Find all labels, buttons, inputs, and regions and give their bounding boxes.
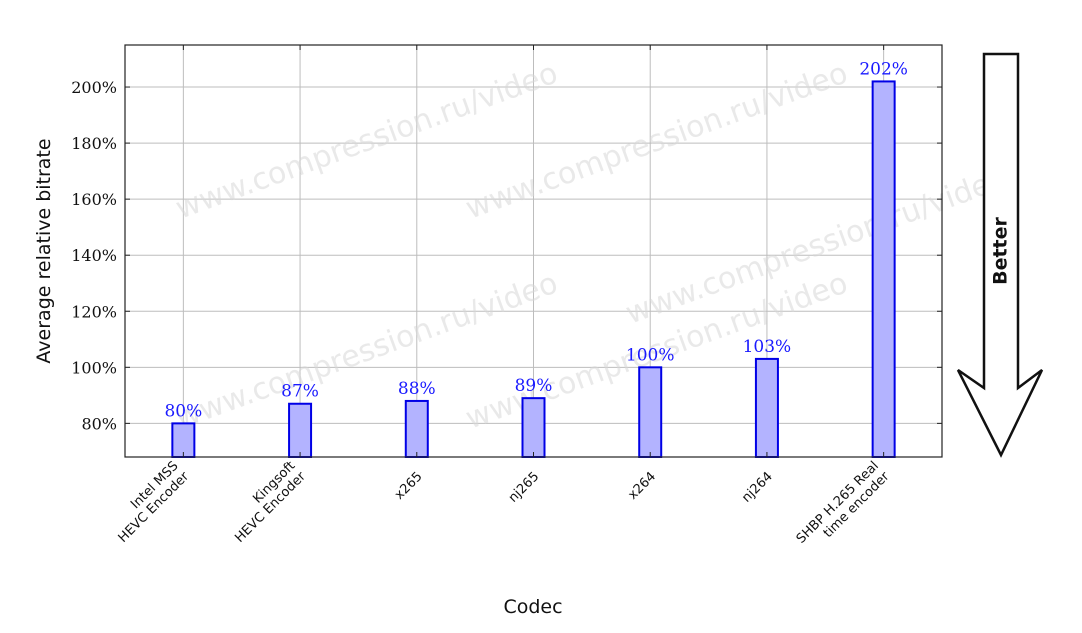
y-tick-label: 200% [71,78,117,97]
x-tick-label: nj265 [506,469,543,506]
bar [171,422,196,458]
x-axis-label: Codec [503,596,562,618]
y-axis-label: Average relative bitrate [33,138,55,363]
down-arrow-icon [956,52,1044,458]
y-tick-label: 100% [71,358,117,377]
better-arrow: Better [956,52,1044,458]
x-tick-label-line: x264 [625,469,659,503]
x-tick-label: Intel MSSHEVC Encoder [105,458,193,546]
y-tick-label: 120% [71,302,117,321]
bar [288,402,313,458]
bar-value-label: 87% [281,382,319,402]
x-tick-label: x264 [625,469,659,503]
x-tick-label: x265 [392,469,426,503]
x-tick-label-line: nj265 [506,469,543,506]
bar-value-label: 89% [515,376,553,396]
bar [521,397,546,458]
bar-value-label: 202% [859,59,908,79]
bar-value-label: 100% [626,345,675,365]
y-tick-label: 80% [81,414,117,433]
bar-value-label: 88% [398,379,436,399]
y-tick-label: 160% [71,190,117,209]
x-tick-label: nj264 [739,469,776,506]
bar-value-label: 103% [743,337,792,357]
bar [404,399,429,459]
y-tick-label: 140% [71,246,117,265]
y-axis-ticks: 80% 100% 120% 140% 160% 180% 200% [71,78,942,433]
bar-value-label: 80% [164,401,202,421]
y-tick-label: 180% [71,134,117,153]
better-label: Better [990,216,1012,284]
x-tick-label-line: x265 [392,469,426,503]
bar [754,357,779,458]
x-tick-label: SHBP H.265 Realtime encoder [794,458,893,557]
x-tick-label-line: nj264 [739,469,776,506]
bar-value-labels: 80% 87% 88% 89% 100% 103% 202% [164,59,907,421]
bar [871,80,896,459]
bar [638,366,663,458]
x-tick-label: KingsoftHEVC Encoder [222,458,310,546]
